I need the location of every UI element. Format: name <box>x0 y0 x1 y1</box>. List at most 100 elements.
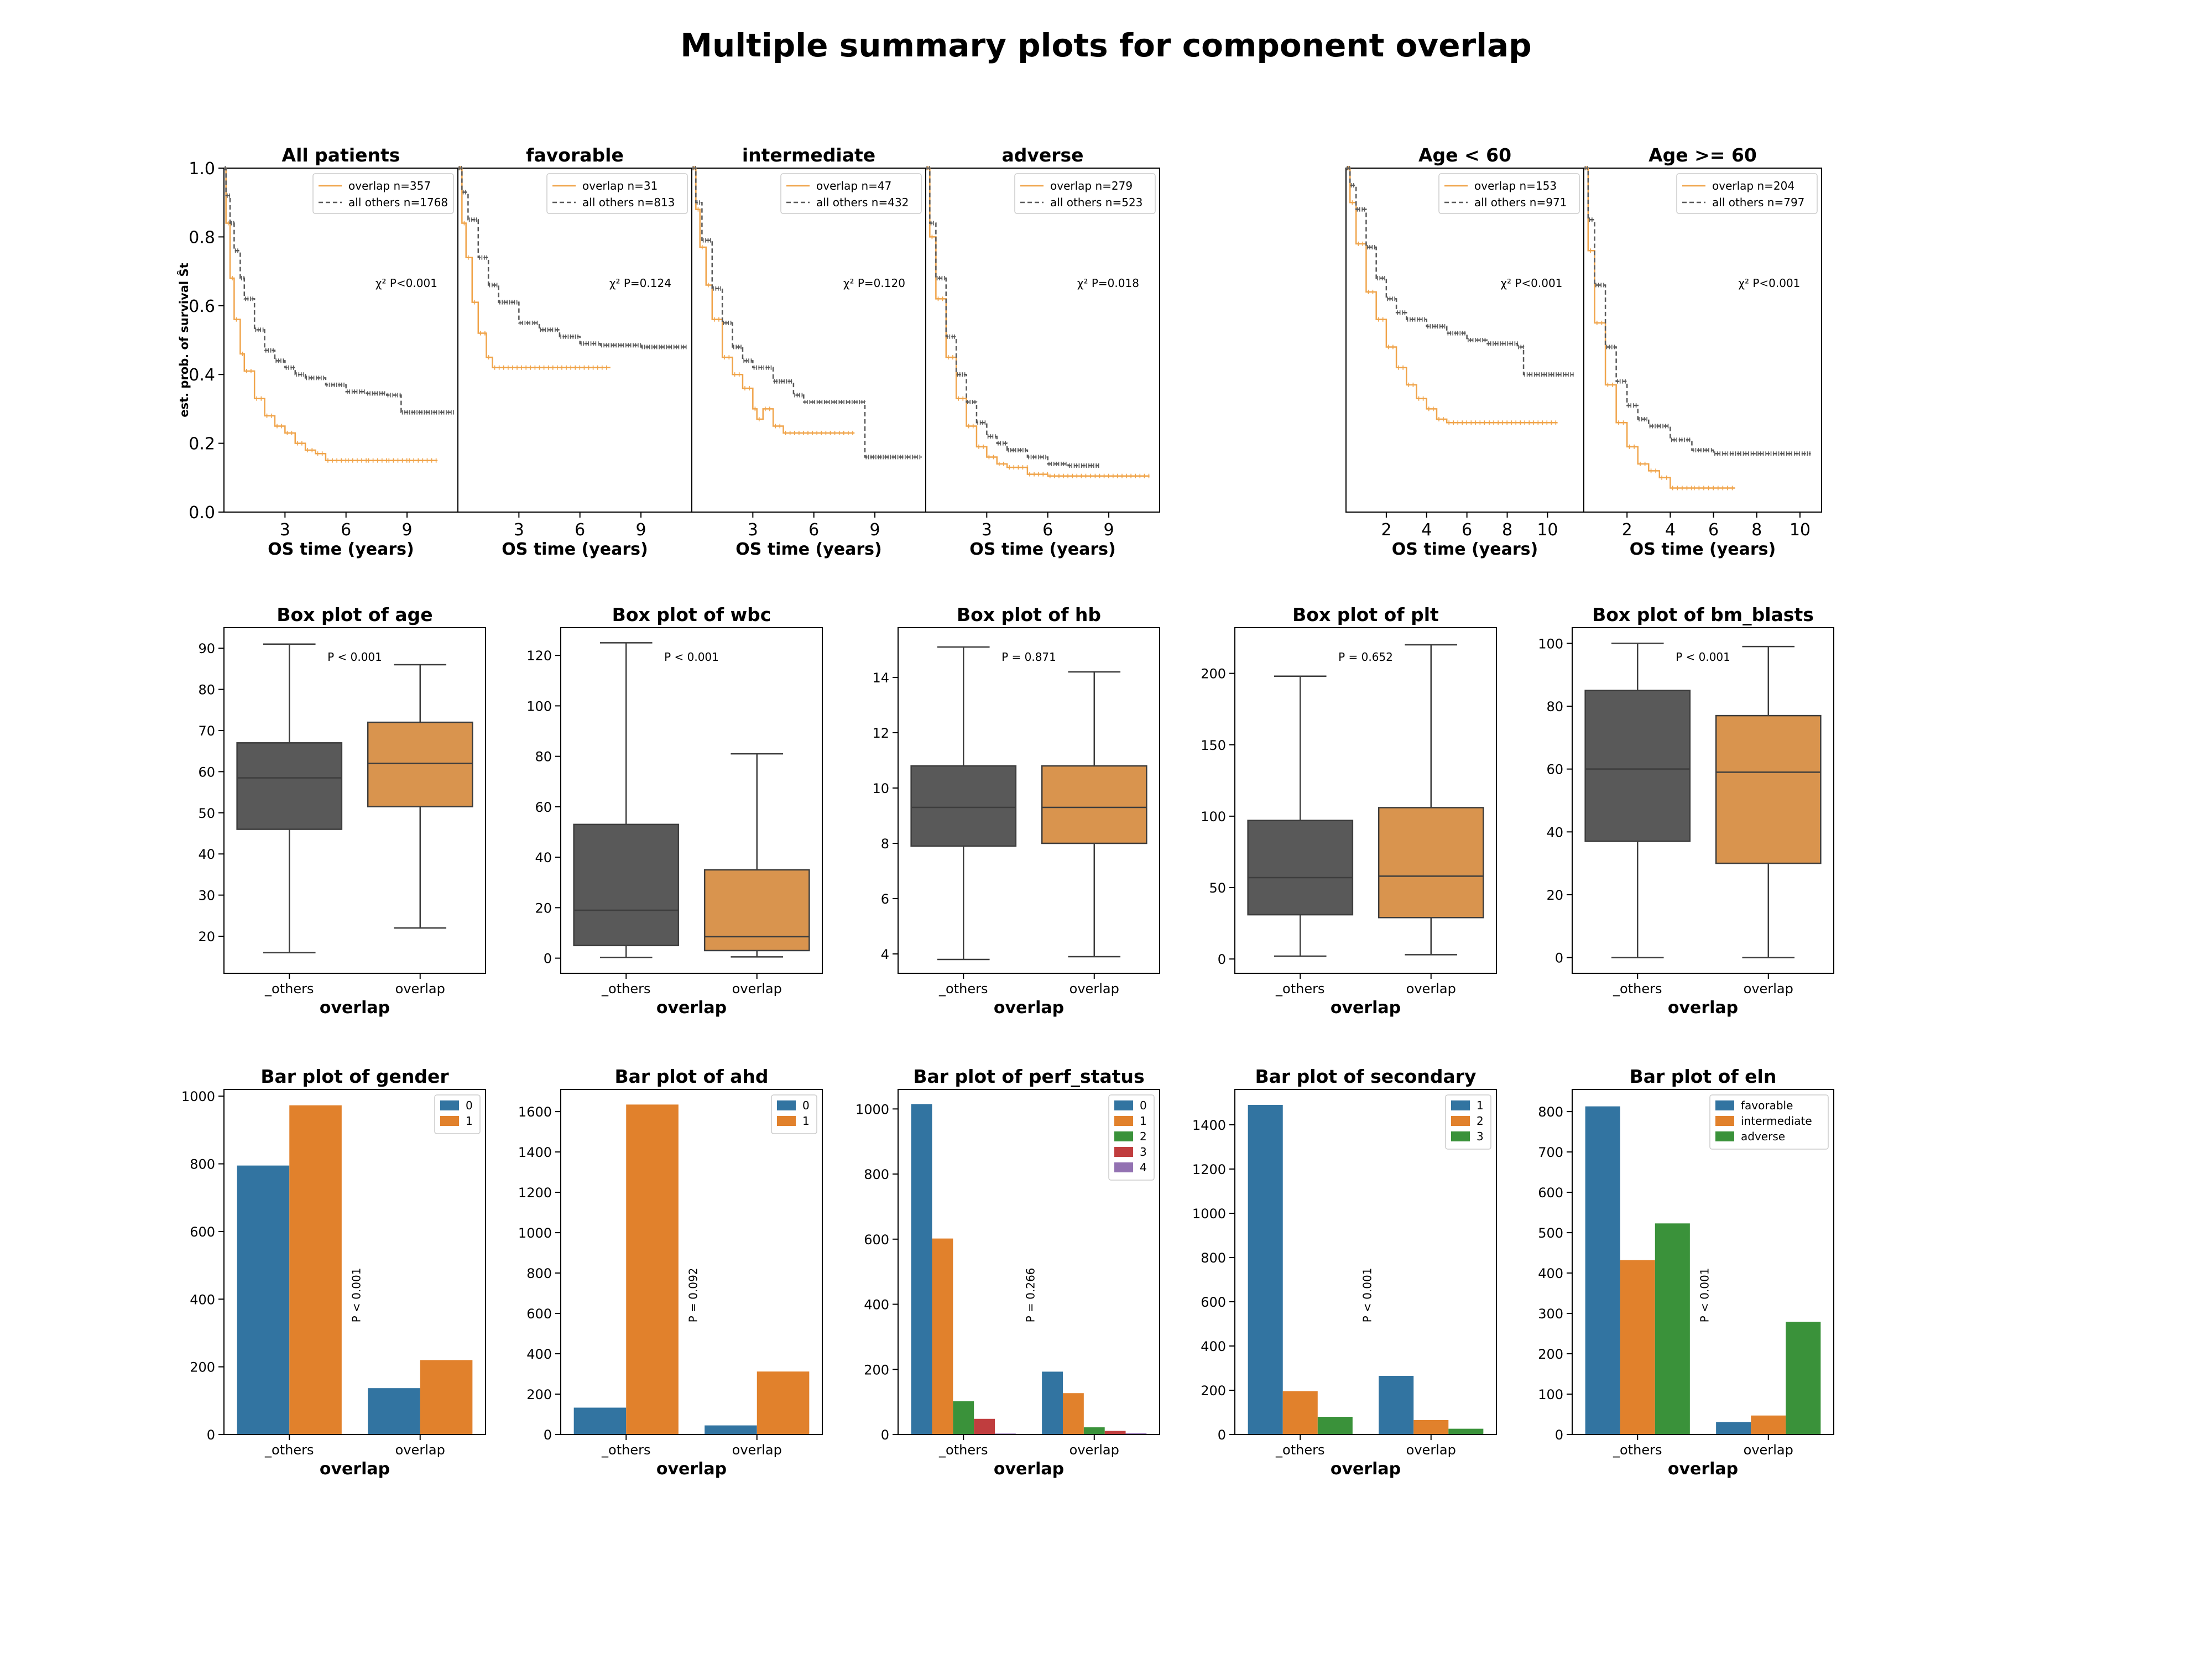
figure-title: Multiple summary plots for component ove… <box>680 27 1531 64</box>
km-p-value: χ² P=0.124 <box>609 276 671 290</box>
bar-y-tick-label: 1000 <box>1192 1206 1226 1222</box>
box-y-tick-label: 200 <box>1201 666 1226 682</box>
bar-3-_others <box>974 1418 995 1434</box>
bar-legend-swatch <box>440 1116 459 1126</box>
bar-legend-swatch <box>1114 1162 1133 1172</box>
bar-y-tick-label: 0 <box>544 1427 552 1443</box>
box-x-axis-label: overlap <box>320 998 390 1018</box>
box-y-tick-label: 10 <box>872 781 889 796</box>
box-iqr <box>236 742 343 830</box>
box-x-axis-label: overlap <box>1668 998 1738 1018</box>
bar-legend-label: 2 <box>1477 1114 1484 1128</box>
bar-legend-swatch <box>1114 1147 1133 1157</box>
bar-legend-label: 1 <box>1477 1099 1484 1112</box>
km-x-axis-label: OS time (years) <box>502 540 648 559</box>
bar-0-_others <box>573 1407 627 1434</box>
bar-1-_others <box>932 1238 953 1434</box>
km-curve-others <box>1584 167 1811 455</box>
bar-x-tick-label: overlap <box>732 1442 782 1458</box>
bar-y-tick-label: 200 <box>526 1387 552 1402</box>
km-panel-title: adverse <box>1001 144 1083 166</box>
km-panel-title: All patients <box>282 144 400 166</box>
box-axes-frame <box>1572 627 1834 974</box>
box-axes-frame <box>1234 627 1497 974</box>
km-curve-overlap <box>926 167 1150 477</box>
km-x-tick-label: 6 <box>808 520 819 540</box>
box-panel-title: Box plot of bm_blasts <box>1592 604 1814 625</box>
km-legend-label: overlap n=357 <box>348 179 431 192</box>
bar-y-tick-label: 700 <box>1538 1145 1563 1160</box>
km-y-tick-label: 0.6 <box>189 297 215 316</box>
km-panel-5: Age >= 60 2 4 6 8 10 OS time (years) overlap n=… <box>1583 144 1822 559</box>
bar-1-overlap <box>757 1371 810 1434</box>
km-curve-overlap <box>1346 167 1558 424</box>
km-panel-title: favorable <box>526 144 624 166</box>
bar-axes-frame <box>560 1089 823 1435</box>
bar-1-overlap <box>420 1360 473 1434</box>
bar-legend-label: 1 <box>466 1114 473 1128</box>
km-axes-frame <box>1583 168 1822 513</box>
km-x-tick-label: 6 <box>341 520 351 540</box>
box-y-tick-label: 30 <box>198 888 215 904</box>
box-y-tick-label: 40 <box>535 850 552 865</box>
bar-0-overlap <box>1042 1371 1063 1434</box>
box-x-tick-label: _others <box>601 981 650 997</box>
km-curve-overlap <box>224 167 438 461</box>
km-curve-others <box>458 167 688 348</box>
km-x-tick-label: 10 <box>1790 520 1811 540</box>
box-x-tick-label: overlap <box>1744 981 1793 997</box>
km-y-tick-label: 0.8 <box>189 228 215 247</box>
bar-y-tick-label: 400 <box>864 1297 889 1313</box>
bar-legend-label: favorable <box>1741 1099 1793 1112</box>
bar-y-tick-label: 1000 <box>855 1102 889 1117</box>
box-y-tick-label: 60 <box>535 800 552 815</box>
bar-x-tick-label: overlap <box>395 1442 445 1458</box>
km-legend-label: overlap n=31 <box>582 179 658 192</box>
box-x-tick-label: _others <box>264 981 314 997</box>
box-iqr <box>573 823 680 947</box>
bar-panel-2: Bar plot of perf_status 0 200 400 600 800 1000… <box>855 1066 1160 1479</box>
bar-panel-title: Bar plot of perf_status <box>913 1066 1144 1087</box>
km-curve-others <box>926 167 1099 467</box>
bar-legend-label: 1 <box>1140 1114 1147 1128</box>
bar-panel-0: Bar plot of gender 0 200 400 600 800 1000 _othe… <box>181 1066 486 1479</box>
km-panel-3: adverse 3 6 9OS time (years) overlap n=279 al… <box>925 144 1160 559</box>
km-p-value: χ² P=0.120 <box>843 276 905 290</box>
bar-1-_others <box>289 1105 342 1434</box>
box-iqr <box>703 869 810 952</box>
bar-y-tick-label: 0 <box>881 1427 889 1443</box>
km-x-tick-label: 9 <box>869 520 880 540</box>
bar-legend-swatch <box>1451 1131 1470 1141</box>
km-legend-label: all others n=1768 <box>348 196 448 209</box>
km-legend-label: all others n=432 <box>816 196 909 209</box>
box-axes-frame <box>560 627 823 974</box>
km-panel-title: Age < 60 <box>1418 144 1511 166</box>
bar-1-_others <box>1248 1105 1283 1434</box>
bar-3-overlap <box>1104 1431 1126 1434</box>
km-legend-frame <box>546 173 688 214</box>
bar-x-tick-label: _others <box>1613 1442 1662 1458</box>
km-x-tick-label: 3 <box>514 520 524 540</box>
bar-panel-title: Bar plot of ahd <box>615 1066 769 1087</box>
bar-y-tick-label: 200 <box>190 1360 215 1375</box>
box-y-tick-label: 0 <box>1218 952 1226 967</box>
km-x-tick-label: 8 <box>1751 520 1762 540</box>
box-y-tick-label: 20 <box>535 900 552 916</box>
box-p-value: P < 0.001 <box>664 650 719 664</box>
km-x-tick-label: 3 <box>280 520 290 540</box>
bar-legend-label: 3 <box>1477 1130 1484 1143</box>
km-legend-frame <box>1014 173 1156 214</box>
bar-intermediate-_others <box>1620 1260 1655 1434</box>
bar-y-tick-label: 0 <box>1555 1427 1563 1443</box>
km-x-axis-label: OS time (years) <box>969 540 1115 559</box>
km-y-tick-label: 0.4 <box>189 366 215 385</box>
bar-y-tick-label: 800 <box>1201 1250 1226 1266</box>
bar-legend-swatch <box>1114 1131 1133 1141</box>
box-iqr <box>1378 807 1484 919</box>
box-x-tick-label: overlap <box>732 981 782 997</box>
km-x-tick-label: 9 <box>401 520 412 540</box>
box-y-tick-label: 0 <box>544 951 552 967</box>
